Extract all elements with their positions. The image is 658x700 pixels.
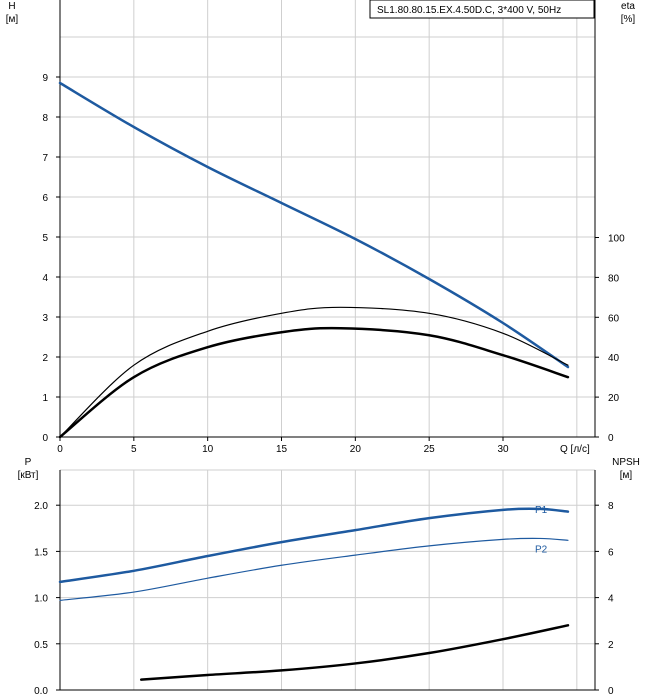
y-axis-unit-left: [м] (6, 14, 19, 25)
y-tick-label-right: 0 (608, 433, 614, 444)
y-tick-label-left: 0.0 (34, 686, 48, 697)
y-tick-label-right: 40 (608, 353, 620, 364)
y-axis-unit-right: [м] (620, 470, 633, 481)
y-tick-label-left: 1 (42, 393, 48, 404)
x-tick-label: 0 (57, 444, 63, 455)
y-tick-label-right: 0 (608, 686, 614, 697)
x-tick-label: 5 (131, 444, 137, 455)
y-axis-label-left: P (25, 457, 32, 468)
p2-curve (59, 537, 569, 601)
npsh-curve (139, 624, 570, 681)
y-tick-label-right: 20 (608, 393, 620, 404)
y-tick-label-left: 0.5 (34, 640, 48, 651)
y-axis-unit-left: [кВт] (18, 470, 39, 481)
y-axis-unit-right: [%] (621, 14, 636, 25)
y-tick-label-left: 0 (42, 433, 48, 444)
y-tick-label-left: 2 (42, 353, 48, 364)
x-tick-label: 10 (202, 444, 214, 455)
plot-area-top (60, 0, 595, 437)
y-tick-label-right: 60 (608, 313, 620, 324)
x-tick-label: 30 (497, 444, 509, 455)
efficiency-curve-thin (59, 306, 569, 438)
y-tick-label-left: 7 (42, 153, 48, 164)
y-axis-label-right: NPSH (612, 457, 640, 468)
p1-curve (58, 507, 570, 584)
y-tick-label-left: 8 (42, 113, 48, 124)
y-tick-label-left: 2.0 (34, 501, 48, 512)
y-tick-label-right: 100 (608, 234, 625, 245)
y-tick-label-left: 4 (42, 273, 48, 284)
y-tick-label-right: 6 (608, 547, 614, 558)
y-tick-label-left: 5 (42, 233, 48, 244)
y-tick-label-right: 2 (608, 640, 614, 651)
y-tick-label-left: 1.0 (34, 594, 48, 605)
p2-label: P2 (535, 544, 548, 555)
x-tick-label: 15 (276, 444, 288, 455)
p1-label: P1 (535, 505, 548, 516)
y-tick-label-left: 9 (42, 73, 48, 84)
plot-area-bottom (60, 470, 595, 690)
x-tick-label: 20 (350, 444, 362, 455)
title-box (369, 0, 595, 19)
y-tick-label-left: 1.5 (34, 547, 48, 558)
y-tick-label-left: 6 (42, 193, 48, 204)
y-tick-label-right: 8 (608, 501, 614, 512)
y-tick-label-right: 4 (608, 594, 614, 605)
x-axis-label: Q [л/с] (560, 444, 590, 455)
y-tick-label-left: 3 (42, 313, 48, 324)
x-tick-label: 25 (424, 444, 436, 455)
y-tick-label-right: 80 (608, 273, 620, 284)
y-axis-label-left: H (8, 1, 15, 12)
efficiency-curve-thick (58, 326, 570, 439)
head-curve (58, 81, 570, 369)
chart-title: SL1.80.80.15.EX.4.50D.C, 3*400 V, 50Hz (377, 5, 561, 16)
y-axis-label-right: eta (621, 1, 635, 12)
